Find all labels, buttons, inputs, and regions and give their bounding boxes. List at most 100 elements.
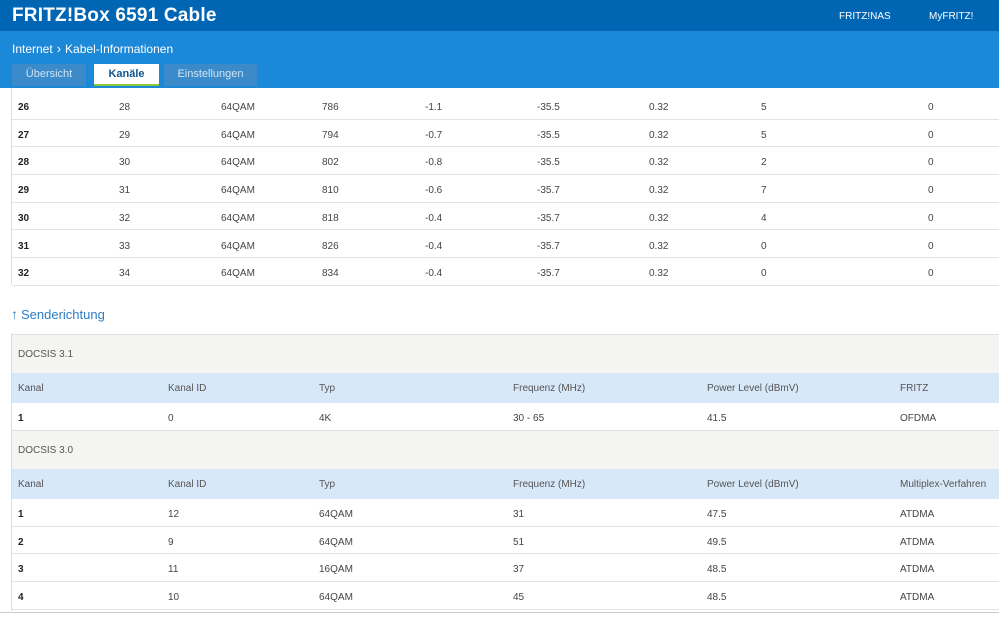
cell-kanal-id: 9 (168, 536, 174, 548)
cell-frequenz: 794 (322, 129, 339, 141)
cell-verfahren: ATDMA (900, 564, 935, 576)
cell-latenz: 0.32 (649, 185, 669, 197)
cell-kanal: 31 (18, 240, 30, 252)
cell-power-level: 47.5 (707, 509, 727, 520)
cell-frequenz: 834 (322, 268, 339, 280)
senderichtung-label: Senderichtung (21, 307, 105, 322)
cell-kanal-id: 28 (119, 102, 131, 113)
cell-modulation: 64QAM (221, 129, 255, 141)
cell-modulation: 64QAM (221, 212, 255, 224)
cell-nicht-korrigierbar: 0 (928, 240, 934, 252)
fritznas-link[interactable]: FRITZ!NAS (839, 11, 891, 22)
cell-power-level: -0.4 (425, 212, 443, 224)
cell-kanal: 27 (18, 129, 30, 141)
cell-latenz: 0.32 (649, 102, 669, 113)
cell-frequenz: 818 (322, 212, 339, 224)
col-multiplex-verfahren: Multiplex-Verfahren (900, 479, 987, 490)
cell-nicht-korrigierbar: 0 (928, 129, 934, 141)
cell-kanal-id: 0 (168, 413, 174, 424)
cell-kanal-id: 33 (119, 240, 131, 252)
docsis31-table-header: Kanal Kanal ID Typ Frequenz (MHz) Power … (12, 373, 999, 403)
table-row: 29 31 64QAM 810 -0.6 -35.7 0.32 7 0 (12, 175, 999, 203)
table-row: 30 32 64QAM 818 -0.4 -35.7 0.32 4 0 (12, 203, 999, 231)
cell-power-level: -0.7 (425, 129, 443, 141)
cell-kanal-id: 11 (168, 564, 179, 576)
cell-modulation: 64QAM (221, 157, 255, 169)
cell-power-level: -0.4 (425, 268, 443, 280)
arrow-up-icon: ↑ (11, 306, 18, 322)
tab-einstellungen[interactable]: Einstellungen (164, 64, 257, 86)
cell-frequenz: 802 (322, 157, 339, 169)
cell-typ: 64QAM (319, 509, 353, 520)
cell-verfahren: ATDMA (900, 592, 935, 604)
cell-frequenz: 786 (322, 102, 339, 113)
cell-verfahren: ATDMA (900, 536, 935, 548)
cell-latenz: 0.32 (649, 157, 669, 169)
cell-nicht-korrigierbar: 0 (928, 157, 934, 169)
cell-power-level: -0.6 (425, 185, 443, 197)
cell-modulation: 64QAM (221, 240, 255, 252)
cell-mse: -35.7 (537, 212, 560, 224)
cell-kanal: 3 (18, 564, 24, 576)
table-row: 32 34 64QAM 834 -0.4 -35.7 0.32 0 0 (12, 258, 999, 286)
footer-divider (0, 612, 999, 613)
table-row: 1 0 4K 30 - 65 41.5 OFDMA (12, 403, 999, 431)
cell-mse: -35.5 (537, 102, 560, 113)
tab-kanaele[interactable]: Kanäle (94, 64, 159, 86)
cell-kanal-id: 34 (119, 268, 131, 280)
docsis30-section-title: DOCSIS 3.0 (12, 430, 999, 469)
table-border (11, 88, 12, 284)
breadcrumb: Internet › Kabel-Informationen (12, 41, 173, 56)
cell-korrigierbar: 5 (761, 102, 767, 113)
col-kanal-id: Kanal ID (168, 383, 207, 394)
col-extra: FRITZ (900, 383, 929, 394)
cell-frequenz: 810 (322, 185, 339, 197)
cell-kanal: 30 (18, 212, 30, 224)
senderichtung-heading[interactable]: ↑ Senderichtung (11, 306, 105, 322)
cell-frequenz: 826 (322, 240, 339, 252)
cell-power-level: 48.5 (707, 592, 727, 604)
cell-power-level: -0.4 (425, 240, 443, 252)
tab-uebersicht[interactable]: Übersicht (12, 64, 86, 86)
cell-frequenz: 30 - 65 (513, 413, 545, 424)
col-typ: Typ (319, 479, 336, 490)
col-typ: Typ (319, 383, 336, 394)
table-border (11, 333, 12, 611)
top-bar: FRITZ!Box 6591 Cable FRITZ!NAS MyFRITZ! (0, 0, 999, 31)
cell-korrigierbar: 5 (761, 129, 767, 141)
breadcrumb-internet[interactable]: Internet (12, 41, 53, 56)
cell-nicht-korrigierbar: 0 (928, 185, 934, 197)
cell-typ: 4K (319, 413, 332, 424)
cell-kanal: 32 (18, 268, 30, 280)
cell-kanal: 29 (18, 185, 30, 197)
breadcrumb-current: Kabel-Informationen (65, 41, 174, 56)
cell-kanal: 26 (18, 102, 30, 113)
cell-typ: 64QAM (319, 592, 353, 604)
sub-header: Internet › Kabel-Informationen Übersicht… (0, 31, 999, 88)
docsis31-title: DOCSIS 3.1 (18, 349, 74, 360)
cell-frequenz: 45 (513, 592, 525, 604)
cell-kanal: 1 (18, 413, 24, 424)
cell-power-level: 48.5 (707, 564, 727, 576)
cell-kanal-id: 32 (119, 212, 131, 224)
cell-mse: -35.7 (537, 240, 560, 252)
cell-korrigierbar: 4 (761, 212, 767, 224)
cell-modulation: 64QAM (221, 102, 255, 113)
myfritz-link[interactable]: MyFRITZ! (929, 11, 974, 22)
cell-frequenz: 37 (513, 564, 525, 576)
table-row: 1 12 64QAM 31 47.5 ATDMA (12, 499, 999, 527)
cell-power-level: -1.1 (425, 102, 443, 113)
cell-latenz: 0.32 (649, 240, 669, 252)
chevron-right-icon: › (56, 41, 62, 56)
cell-nicht-korrigierbar: 0 (928, 102, 934, 113)
col-power-level: Power Level (dBmV) (707, 383, 799, 394)
cell-kanal-id: 30 (119, 157, 131, 169)
cell-latenz: 0.32 (649, 212, 669, 224)
col-kanal-id: Kanal ID (168, 479, 207, 490)
col-power-level: Power Level (dBmV) (707, 479, 799, 490)
cell-latenz: 0.32 (649, 129, 669, 141)
cell-typ: 64QAM (319, 536, 353, 548)
cell-kanal-id: 12 (168, 509, 180, 520)
cell-mse: -35.5 (537, 129, 560, 141)
cell-power-level: 41.5 (707, 413, 727, 424)
